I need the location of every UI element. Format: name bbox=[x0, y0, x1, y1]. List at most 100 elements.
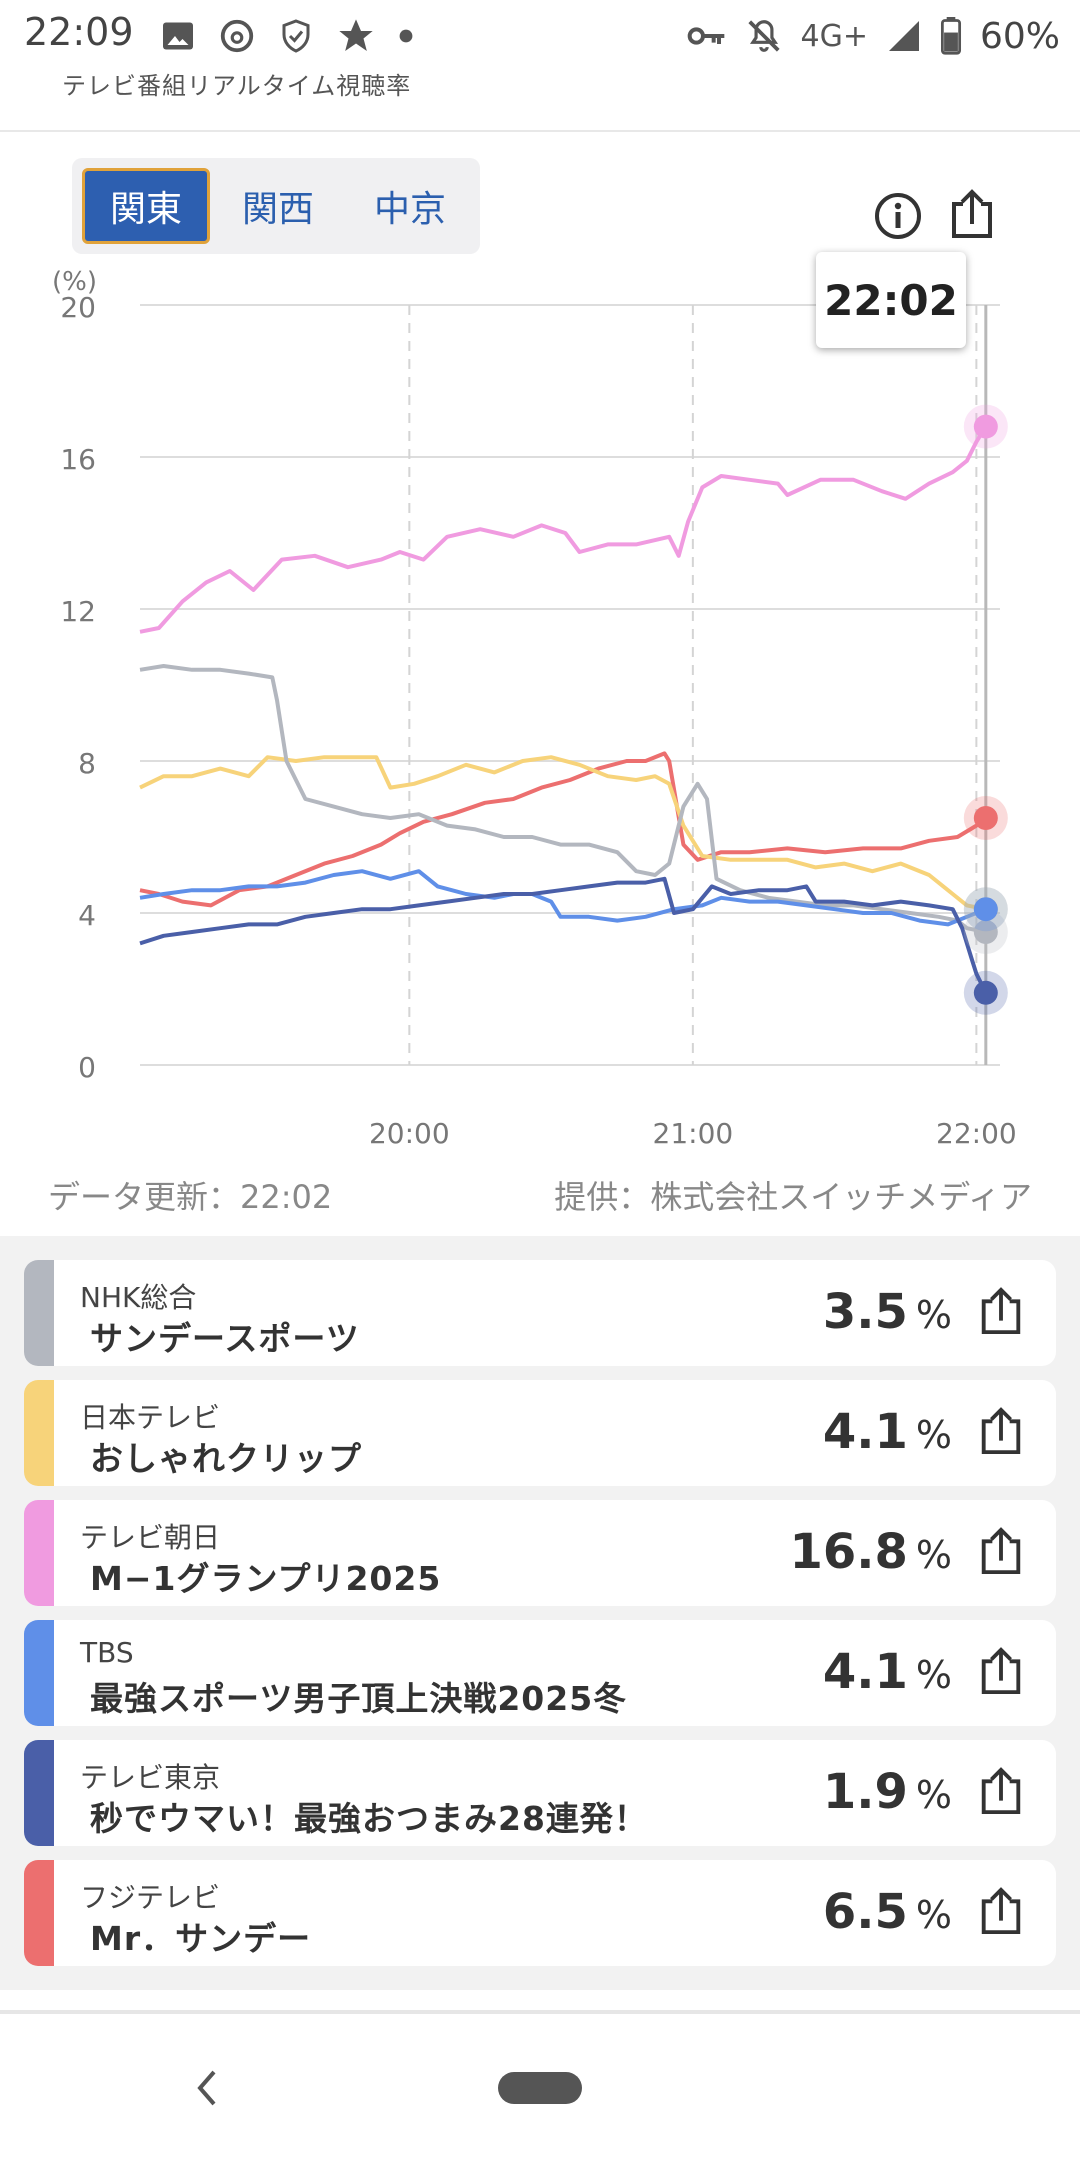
series-end-point bbox=[973, 897, 998, 922]
rating-card-ntv[interactable]: 日本テレビ おしゃれクリップ 4.1% bbox=[24, 1380, 1056, 1486]
share-icon[interactable] bbox=[946, 186, 998, 240]
vpn-key-icon bbox=[687, 27, 724, 45]
channel-color-bar bbox=[24, 1380, 54, 1486]
share-icon[interactable] bbox=[976, 1644, 1026, 1696]
rating-value-wrap: 6.5% bbox=[823, 1884, 952, 1940]
series-line-1 bbox=[139, 751, 988, 908]
program-title: 秒でウマい！最強おつまみ28連発！ bbox=[90, 1799, 648, 1838]
tab-kanto[interactable]: 関東 bbox=[82, 168, 210, 244]
series-end-point bbox=[973, 920, 998, 944]
program-title: M−1グランプリ2025 bbox=[90, 1559, 442, 1598]
rating-card-tv-asahi[interactable]: テレビ朝日 M−1グランプリ2025 16.8% bbox=[24, 1500, 1056, 1606]
rating-unit: % bbox=[915, 1413, 952, 1457]
rating-value-wrap: 16.8% bbox=[789, 1524, 952, 1580]
back-icon[interactable] bbox=[192, 2066, 222, 2110]
rating-unit: % bbox=[915, 1653, 952, 1697]
rating-value: 4.1 bbox=[822, 1644, 908, 1700]
share-icon[interactable] bbox=[976, 1284, 1026, 1336]
y-tick-label: 0 bbox=[78, 1051, 96, 1084]
rating-value-wrap: 4.1% bbox=[823, 1644, 952, 1700]
share-icon[interactable] bbox=[976, 1404, 1026, 1456]
channel-color-bar bbox=[24, 1620, 54, 1726]
status-time: 22:09 bbox=[24, 10, 134, 54]
ratings-line-chart: 0 4 8 12 16 20(%) 20:00 21:00 22:00 bbox=[52, 267, 1017, 1150]
series-end-point bbox=[973, 980, 998, 1005]
program-title: 最強スポーツ男子頂上決戦2025冬 bbox=[90, 1679, 628, 1718]
rating-value: 4.1 bbox=[822, 1404, 908, 1460]
x-tick-label: 21:00 bbox=[653, 1117, 734, 1150]
y-tick-label: 20 bbox=[60, 291, 96, 324]
shield-icon bbox=[282, 19, 310, 53]
rating-unit: % bbox=[915, 1293, 952, 1337]
battery-icon bbox=[940, 17, 962, 55]
series-line-0 bbox=[139, 425, 988, 634]
region-tabs: 関東 関西 中京 bbox=[72, 158, 480, 254]
system-icons: 4G+ 60% bbox=[687, 10, 1060, 62]
program-title: サンデースポーツ bbox=[90, 1319, 360, 1358]
battery-percent: 60% bbox=[979, 15, 1060, 57]
y-tick-label: 8 bbox=[78, 747, 96, 780]
rating-unit: % bbox=[915, 1893, 952, 1937]
channel-color-bar bbox=[24, 1860, 54, 1966]
page-title: テレビ番組リアルタイム視聴率 bbox=[62, 72, 412, 100]
provider-credit: 提供：株式会社スイッチメディア bbox=[554, 1178, 1032, 1216]
program-title: Mr．サンデー bbox=[90, 1919, 312, 1958]
info-icon[interactable] bbox=[872, 190, 924, 242]
status-bar: 22:09 4G+ 60% bbox=[0, 0, 1080, 72]
program-title: おしゃれクリップ bbox=[90, 1439, 362, 1478]
channel-name: テレビ東京 bbox=[80, 1761, 221, 1794]
share-icon[interactable] bbox=[976, 1524, 1026, 1576]
series-line-3 bbox=[139, 664, 987, 934]
app-header: テレビ番組リアルタイム視聴率 bbox=[0, 62, 1080, 132]
share-icon[interactable] bbox=[976, 1764, 1026, 1816]
rating-value: 6.5 bbox=[822, 1884, 908, 1940]
home-button[interactable] bbox=[498, 2072, 582, 2104]
y-tick-label: 4 bbox=[78, 899, 96, 932]
channel-name: 日本テレビ bbox=[80, 1401, 221, 1434]
series-line-5 bbox=[139, 876, 988, 994]
rating-card-tv-tokyo[interactable]: テレビ東京 秒でウマい！最強おつまみ28連発！ 1.9% bbox=[24, 1740, 1056, 1846]
rating-value: 1.9 bbox=[822, 1764, 908, 1820]
y-axis-label: (%) bbox=[52, 267, 97, 297]
channel-color-bar bbox=[24, 1740, 54, 1846]
rating-card-fuji[interactable]: フジテレビ Mr．サンデー 6.5% bbox=[24, 1860, 1056, 1966]
y-tick-label: 16 bbox=[60, 443, 96, 476]
chart-end-markers bbox=[963, 404, 1008, 1015]
network-type: 4G+ bbox=[800, 18, 868, 54]
channel-name: テレビ朝日 bbox=[80, 1521, 221, 1554]
channel-color-bar bbox=[24, 1260, 54, 1366]
channel-name: TBS bbox=[80, 1636, 134, 1669]
y-tick-label: 12 bbox=[60, 595, 96, 628]
channel-name: NHK総合 bbox=[80, 1281, 197, 1314]
series-end-point bbox=[973, 806, 998, 830]
share-icon[interactable] bbox=[976, 1884, 1026, 1936]
rating-unit: % bbox=[915, 1533, 952, 1577]
rating-card-tbs[interactable]: TBS 最強スポーツ男子頂上決戦2025冬 4.1% bbox=[24, 1620, 1056, 1726]
star-icon bbox=[339, 19, 373, 51]
x-tick-label: 20:00 bbox=[369, 1117, 450, 1150]
chart-footer: データ更新：22:02 提供：株式会社スイッチメディア bbox=[0, 1160, 1080, 1220]
channel-name: フジテレビ bbox=[80, 1881, 221, 1914]
notification-icons bbox=[160, 10, 414, 62]
tab-chukyo[interactable]: 中京 bbox=[373, 189, 446, 230]
series-end-point bbox=[973, 414, 998, 439]
rating-value-wrap: 3.5% bbox=[823, 1284, 952, 1340]
signal-icon bbox=[888, 21, 919, 51]
divider bbox=[0, 2010, 1080, 2014]
rating-value: 3.5 bbox=[822, 1284, 908, 1340]
rating-value-wrap: 4.1% bbox=[823, 1404, 952, 1460]
mute-bell-icon bbox=[747, 20, 780, 52]
tab-kansai[interactable]: 関西 bbox=[241, 189, 314, 230]
chart-labels: 0 4 8 12 16 20(%) 20:00 21:00 22:00 bbox=[52, 267, 1017, 1150]
time-tooltip: 22:02 bbox=[816, 252, 966, 348]
chart-series bbox=[139, 425, 988, 994]
rating-card-nhk[interactable]: NHK総合 サンデースポーツ 3.5% bbox=[24, 1260, 1056, 1366]
rating-unit: % bbox=[915, 1773, 952, 1817]
rating-list: NHK総合 サンデースポーツ 3.5% 日本テレビ おしゃれクリップ 4.1% … bbox=[0, 1236, 1080, 1990]
channel-color-bar bbox=[24, 1500, 54, 1606]
rating-value: 16.8 bbox=[789, 1524, 908, 1580]
rating-value-wrap: 1.9% bbox=[823, 1764, 952, 1820]
series-line-4 bbox=[139, 869, 987, 927]
x-tick-label: 22:00 bbox=[936, 1117, 1017, 1150]
threads-icon bbox=[220, 19, 254, 53]
